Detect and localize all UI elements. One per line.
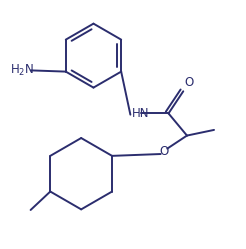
Text: H$_2$N: H$_2$N [10,63,34,78]
Text: O: O [184,76,194,89]
Text: O: O [159,145,168,158]
Text: HN: HN [132,107,149,120]
